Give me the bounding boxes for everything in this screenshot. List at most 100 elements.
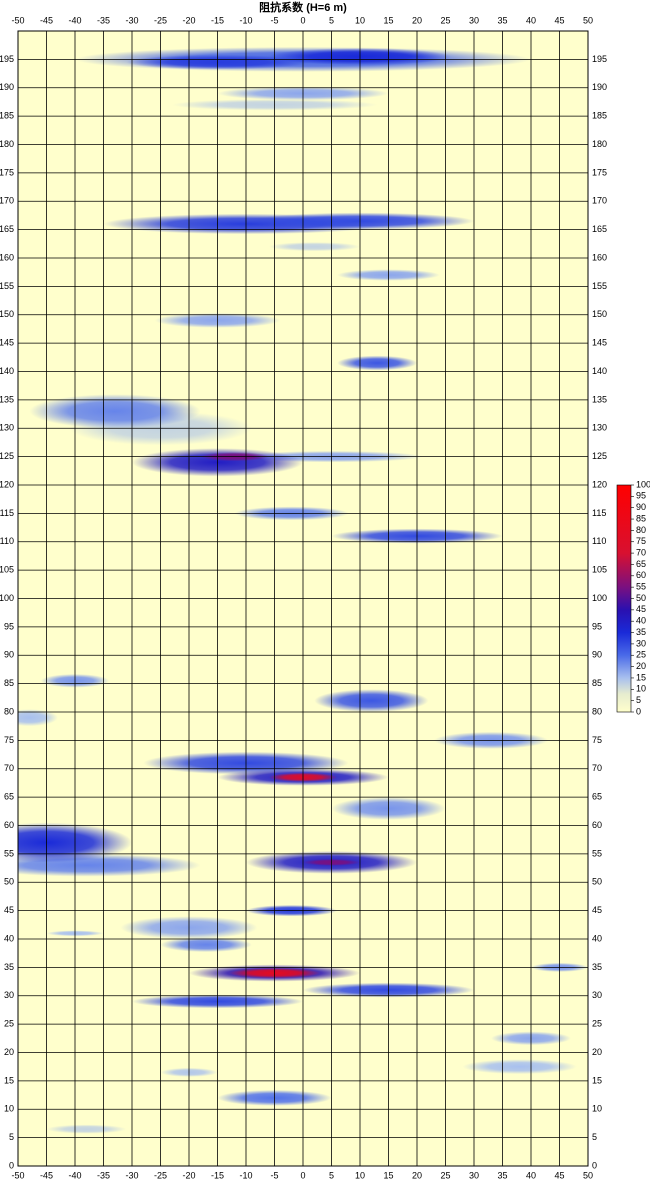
y-tick-label: 35 [4,962,14,972]
y-tick-label: 80 [592,706,602,716]
y-tick-label: 145 [0,338,14,348]
y-tick-label: 50 [4,877,14,887]
y-tick-label: 115 [592,508,606,518]
x-tick-label: -5 [270,1170,278,1180]
y-tick-label: 130 [592,423,607,433]
colorbar-tick-label: 40 [636,616,646,626]
x-tick-label: 10 [355,15,365,25]
y-tick-label: 5 [592,1132,597,1142]
y-tick-label: 55 [4,848,14,858]
y-tick-label: 135 [0,394,14,404]
heat-blob [46,1124,127,1134]
x-tick-label: 25 [440,15,450,25]
y-tick-label: 40 [592,933,602,943]
y-tick-label: 115 [0,508,14,518]
y-tick-label: 160 [0,252,14,262]
x-tick-label: 50 [583,1170,593,1180]
y-tick-label: 185 [592,111,607,121]
x-tick-label: -35 [97,1170,110,1180]
y-tick-label: 135 [592,394,607,404]
colorbar-tick-label: 25 [636,650,646,660]
x-tick-label: 30 [469,15,479,25]
colorbar-tick-label: 95 [636,491,646,501]
colorbar-tick-label: 100 [636,479,650,489]
y-tick-label: 95 [592,621,602,631]
y-tick-label: 70 [592,763,602,773]
y-tick-label: 155 [592,281,607,291]
x-tick-label: 50 [583,15,593,25]
y-tick-label: 120 [0,479,14,489]
x-tick-label: 20 [412,15,422,25]
colorbar-tick-label: 85 [636,513,646,523]
x-tick-label: -10 [239,1170,252,1180]
y-tick-label: 80 [4,706,14,716]
x-tick-label: -50 [11,15,24,25]
y-tick-label: 90 [4,650,14,660]
y-tick-label: 145 [592,338,607,348]
y-tick-label: 165 [0,224,14,234]
x-tick-label: 40 [526,15,536,25]
y-tick-label: 170 [0,196,14,206]
y-tick-label: 45 [4,905,14,915]
x-tick-label: -5 [270,15,278,25]
y-tick-label: 120 [592,479,607,489]
heat-blob [462,1059,577,1075]
y-tick-label: 15 [4,1075,14,1085]
y-tick-label: 190 [0,82,14,92]
heat-blob [314,689,429,713]
y-tick-label: 105 [0,565,14,575]
plot-frame [17,30,589,1167]
x-tick-label: 0 [300,1170,305,1180]
y-tick-label: 170 [592,196,607,206]
x-tick-label: -30 [125,1170,138,1180]
y-tick-label: 40 [4,933,14,943]
colorbar-tick-label: 60 [636,570,646,580]
chart-title: 阻抗系数 (H=6 m) [259,0,347,14]
y-tick-label: 60 [4,820,14,830]
y-tick-label: 155 [0,281,14,291]
y-tick-label: 180 [0,139,14,149]
y-tick-label: 150 [592,309,607,319]
x-tick-label: 5 [329,1170,334,1180]
y-tick-label: 35 [592,962,602,972]
heat-blob [337,355,417,371]
y-tick-label: 25 [592,1019,602,1029]
y-tick-label: 130 [0,423,14,433]
y-tick-label: 70 [4,763,14,773]
colorbar-tick-label: 80 [636,525,646,535]
colorbar-tick-label: 55 [636,582,646,592]
x-tick-label: -45 [40,1170,53,1180]
x-tick-label: -35 [97,15,110,25]
y-tick-label: 180 [592,139,607,149]
y-tick-label: 110 [0,536,14,546]
colorbar-tick-label: 45 [636,604,646,614]
x-tick-label: 45 [554,15,564,25]
y-tick-label: 110 [592,536,606,546]
x-tick-label: -15 [211,1170,224,1180]
x-tick-label: 25 [440,1170,450,1180]
x-tick-label: 20 [412,1170,422,1180]
y-tick-label: 55 [592,848,602,858]
x-tick-label: 45 [554,1170,564,1180]
x-tick-label: 5 [329,15,334,25]
y-tick-label: 25 [4,1019,14,1029]
heat-blob [268,242,360,252]
colorbar-tick-label: 65 [636,559,646,569]
colorbar-tick-label: 10 [636,684,646,694]
x-tick-label: -30 [125,15,138,25]
y-tick-label: 10 [4,1104,14,1114]
y-tick-label: 150 [0,309,14,319]
y-tick-label: 105 [592,565,607,575]
y-tick-label: 85 [4,678,14,688]
x-tick-label: 0 [300,15,305,25]
x-tick-label: -20 [182,15,195,25]
y-tick-label: 165 [592,224,607,234]
x-tick-label: -10 [239,15,252,25]
x-tick-label: 40 [526,1170,536,1180]
y-tick-label: 195 [592,54,607,64]
y-tick-label: 30 [592,990,602,1000]
y-tick-label: 160 [592,252,607,262]
colorbar-tick-label: 30 [636,638,646,648]
colorbar-tick-label: 5 [636,695,641,705]
y-tick-label: 125 [0,451,14,461]
